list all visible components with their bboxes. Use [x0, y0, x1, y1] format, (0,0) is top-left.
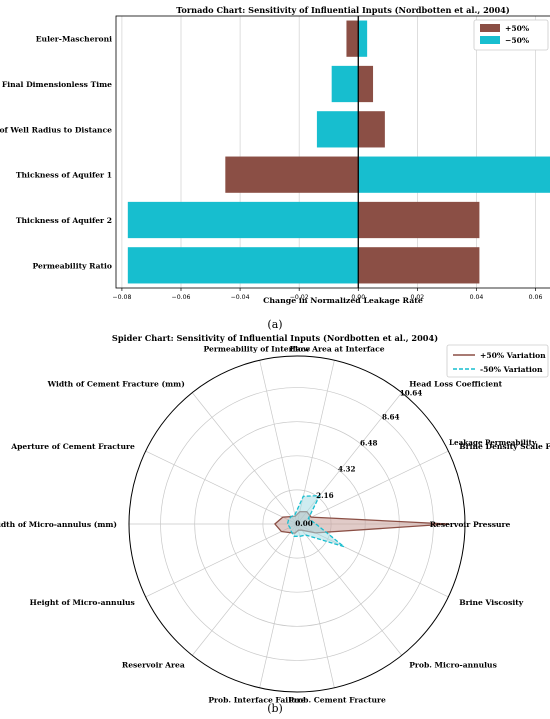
spider-radial-tick-label: 0.00 — [295, 519, 313, 528]
spider-chart: Spider Chart: Sensitivity of Influential… — [0, 333, 550, 715]
tornado-bars — [127, 20, 550, 284]
tornado-category-label: Final Dimensionless Time — [2, 80, 112, 89]
spider-radial-tick-label: 10.64 — [400, 388, 423, 397]
tornado-tick-label: 0.06 — [529, 294, 543, 301]
spider-spoke — [191, 392, 298, 525]
spider-axis-label: Prob. Cement Fracture — [288, 696, 386, 705]
spider-spoke — [259, 523, 298, 688]
tornado-bar — [225, 156, 359, 193]
spider-spoke — [191, 523, 298, 656]
spider-axis-label: Prob. Micro-annulus — [409, 661, 497, 670]
tornado-bar — [358, 201, 480, 239]
tornado-tick-label: −0.02 — [290, 294, 309, 301]
legend-label-minus50-variation: -50% Variation — [480, 365, 543, 374]
spider-axis-label: Permeability of Interface — [204, 345, 311, 354]
tornado-frame — [115, 15, 550, 289]
panel-label-a: (a) — [267, 318, 282, 331]
spider-axis-labels: Reservoir Pressure Brine Viscosity Prob. M… — [0, 345, 550, 705]
tornado-legend: +50% −50% — [473, 19, 549, 51]
spider-axis-label: Reservoir Pressure — [430, 520, 511, 529]
tornado-bar — [358, 111, 385, 148]
tornado-tick-label: 0.02 — [410, 294, 424, 301]
tornado-tick-labels: −0.08 −0.06 −0.04 −0.02 0.00 0.02 0.04 0.06 — [112, 288, 542, 301]
spider-spoke — [296, 450, 449, 525]
tornado-xlabel: Change in Normalized Leakage Rate — [263, 296, 423, 305]
spider-radial-tick-label: 4.32 — [338, 465, 356, 474]
spider-axis-label: Width of Cement Fracture (mm) — [47, 379, 185, 388]
legend-label-plus50-variation: +50% Variation — [480, 351, 546, 360]
tornado-category-label: Ratio of Well Radius to Distance — [0, 125, 112, 134]
legend-swatch-plus50 — [480, 24, 500, 32]
tornado-tick-label: −0.08 — [112, 294, 131, 301]
spider-axis-label: Prob. Interface Failure — [208, 696, 305, 705]
spider-axis-label: Head Loss Coefficient — [409, 379, 502, 388]
spider-spoke — [145, 523, 298, 598]
tornado-bar — [127, 247, 359, 284]
spider-radial-tick-label: 6.48 — [360, 439, 378, 448]
tornado-bar — [127, 201, 359, 239]
panel-label-b: (b) — [267, 702, 283, 715]
tornado-title: Tornado Chart: Sensitivity of Influentia… — [176, 5, 510, 15]
tornado-category-label: Thickness of Aquifer 2 — [16, 216, 112, 225]
spider-legend: +50% Variation -50% Variation — [446, 344, 549, 378]
spider-radial-label: Leakage Permeability — [449, 438, 537, 447]
tornado-category-label: Thickness of Aquifer 1 — [16, 171, 112, 180]
tornado-bar — [358, 156, 550, 193]
tornado-tick-label: −0.06 — [172, 294, 191, 301]
spider-axis-label: Flow Area at Interface — [290, 345, 385, 354]
spider-axis-label: Reservoir Area — [122, 661, 185, 670]
tornado-bar — [358, 65, 374, 103]
spider-radial-tick-label: 2.16 — [316, 491, 334, 500]
tornado-category-label: Euler-Mascheroni — [36, 35, 112, 44]
tornado-bar — [358, 247, 480, 284]
legend-label-minus50: −50% — [505, 36, 530, 45]
spider-spoke — [259, 360, 298, 525]
legend-swatch-minus50 — [480, 36, 500, 44]
tornado-chart: Tornado Chart: Sensitivity of Influentia… — [0, 5, 550, 331]
spider-radial-tick-label: 8.64 — [382, 413, 400, 422]
spider-spoke — [296, 523, 403, 656]
spider-series — [273, 494, 449, 548]
spider-title: Spider Chart: Sensitivity of Influential… — [112, 333, 438, 343]
spider-axis-label: Height of Micro-annulus — [30, 598, 135, 607]
spider-axis-label: Width of Micro-annulus (mm) — [0, 520, 117, 529]
spider-axis-label: Brine Viscosity — [459, 598, 524, 607]
tornado-tick-label: 0.00 — [351, 294, 365, 301]
spider-axis-label: Aperture of Cement Fracture — [10, 442, 135, 451]
tornado-bar — [331, 65, 359, 103]
legend-label-plus50: +50% — [505, 24, 530, 33]
tornado-bar — [358, 20, 368, 57]
spider-outer-circle — [128, 355, 466, 693]
tornado-category-labels: Euler-Mascheroni Final Dimensionless Time… — [0, 35, 112, 271]
tornado-category-label: Permeability Ratio — [32, 261, 112, 270]
spider-axis-label: Brine Density Scale Factor — [459, 442, 550, 451]
spider-spoke — [145, 450, 298, 525]
tornado-tick-label: −0.04 — [231, 294, 250, 301]
spider-series-minus50 — [286, 494, 345, 548]
spider-spoke — [296, 523, 335, 688]
spider-radial-ticks: 0.00 2.16 4.32 6.48 8.64 10.64 — [295, 388, 422, 528]
tornado-tick-label: 0.04 — [470, 294, 484, 301]
tornado-bar — [346, 20, 359, 57]
tornado-bar — [316, 111, 359, 148]
